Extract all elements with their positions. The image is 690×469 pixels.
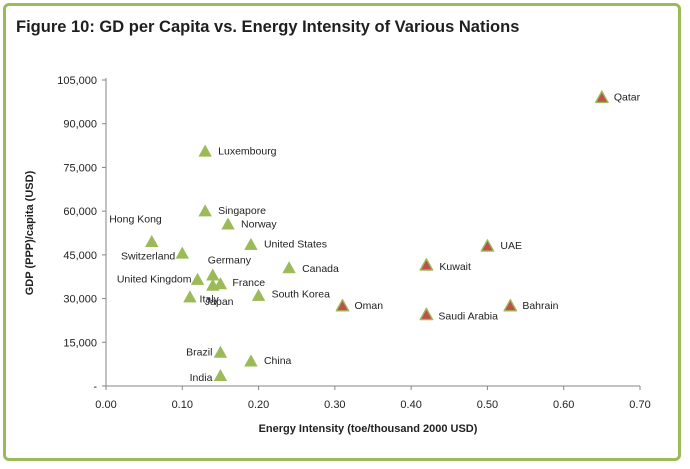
point-label-qatar: Qatar [614,91,641,103]
point-india [213,368,228,382]
point-label-bahrain: Bahrain [522,300,558,312]
point-germany [206,268,220,281]
point-label-germany: Germany [208,254,252,266]
point-brazil [213,345,228,358]
point-label-italy: Italy [200,293,220,305]
point-label-india: India [190,372,213,384]
point-label-japan: Japan [205,296,234,308]
point-qatar [594,90,609,104]
y-tick-label: 105,000 [57,75,97,87]
point-luxembourg [198,144,212,157]
y-tick-label: 60,000 [63,206,97,218]
x-tick-label: 0.10 [172,399,193,411]
point-kuwait [419,258,434,271]
point-norway [221,217,235,230]
point-saudi-arabia [419,307,434,321]
x-tick-label: 0.50 [477,399,498,411]
point-label-luxembourg: Luxembourg [218,145,277,157]
point-south-korea [251,288,266,301]
y-tick-label: 30,000 [63,294,97,306]
point-label-uae: UAE [500,240,522,252]
point-switzerland [175,246,189,259]
x-tick-label: 0.70 [629,399,650,411]
point-label-united-kingdom: United Kingdom [117,274,192,286]
x-tick-label: 0.00 [95,399,116,411]
point-china [244,354,258,367]
point-label-china: China [264,355,292,367]
point-label-south-korea: South Korea [272,289,331,301]
point-label-canada: Canada [302,263,339,275]
point-singapore [198,204,212,217]
point-italy [206,278,220,291]
point-united-kingdom [190,272,205,285]
point-japan [183,290,197,303]
y-tick-label: - [93,381,97,393]
x-tick-label: 0.60 [553,399,574,411]
y-tick-label: 15,000 [63,337,97,349]
y-tick-label: 75,000 [63,162,97,174]
point-label-norway: Norway [241,218,277,230]
x-tick-label: 0.20 [248,399,269,411]
y-axis-title: GDP (PPP)/capita (USD) [24,170,36,295]
point-label-singapore: Singapore [218,205,266,217]
point-label-united-states: United States [264,239,327,251]
point-label-switzerland: Switzerland [121,250,175,262]
x-tick-label: 0.30 [324,399,345,411]
point-hong-kong [145,234,159,248]
point-label-hong-kong: Hong Kong [109,214,162,226]
chart-title: Figure 10: GD per Capita vs. Energy Inte… [16,18,520,36]
point-uae [480,239,495,252]
chart-frame [3,3,681,461]
point-label-kuwait: Kuwait [439,261,471,273]
point-canada [282,261,296,274]
y-tick-label: 45,000 [63,250,97,262]
point-label-oman: Oman [354,300,383,312]
point-label-saudi-arabia: Saudi Arabia [438,311,498,323]
x-axis-title: Energy Intensity (toe/thousand 2000 USD) [259,423,478,435]
x-tick-label: 0.40 [400,399,421,411]
y-tick-label: 90,000 [63,119,97,131]
point-oman [335,298,350,312]
point-label-brazil: Brazil [186,346,212,358]
point-united-states [244,237,258,250]
point-bahrain [503,298,518,312]
point-france [213,277,228,290]
point-label-france: France [232,277,265,289]
